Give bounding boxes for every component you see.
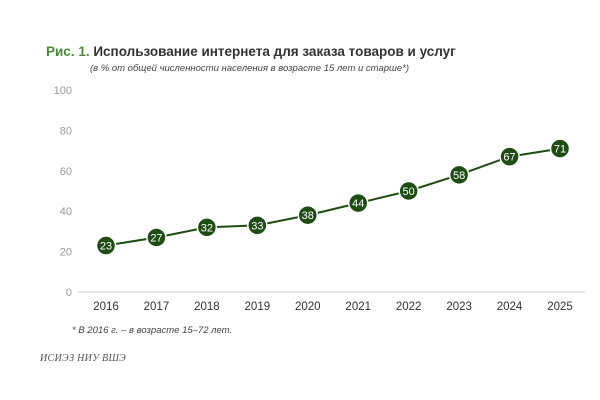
data-label: 71 [554,144,566,156]
x-tick-label: 2023 [446,301,472,313]
data-point [549,138,571,159]
x-tick-label: 2025 [547,301,573,313]
y-tick-label: 60 [60,166,72,178]
x-tick-label: 2021 [345,301,371,313]
data-point [297,204,319,226]
chart-subtitle: (в % от общей численности населения в во… [90,63,410,74]
footnote: * В 2016 г. – в возрасте 15–72 лет. [72,325,233,336]
data-label: 50 [403,186,415,198]
y-tick-label: 100 [54,85,72,97]
data-label: 38 [302,210,314,222]
data-point [347,192,369,214]
data-point [499,146,520,167]
chart-title-text: Использование интернета для заказа товар… [93,44,456,59]
x-tick-label: 2016 [93,301,119,313]
data-label: 32 [201,222,213,234]
data-label: 27 [150,232,162,244]
series-line [105,147,561,247]
data-point [95,235,117,256]
data-label: 67 [503,152,515,164]
x-tick-label: 2024 [497,301,523,313]
data-label: 23 [100,241,112,253]
chart-title: Рис. 1. Использование интернета для зака… [46,44,456,59]
y-tick-label: 20 [60,247,72,259]
x-tick-label: 2018 [194,301,220,313]
x-tick-label: 2022 [396,301,422,313]
figure-number: Рис. 1. [46,44,90,59]
data-point [247,215,268,236]
y-tick-label: 80 [60,125,72,137]
data-point [398,180,419,202]
source-label: ИСИЭЗ НИУ ВШЭ [40,353,127,364]
data-label: 44 [352,198,364,210]
y-tick-label: 0 [66,287,72,299]
data-point [196,217,218,238]
data-point [448,164,470,186]
x-tick-label: 2020 [295,301,321,313]
data-label: 58 [453,170,465,182]
data-point [146,227,167,248]
data-label: 33 [251,220,263,232]
x-tick-label: 2019 [245,301,271,313]
x-tick-label: 2017 [144,301,170,313]
y-tick-label: 40 [60,206,72,218]
